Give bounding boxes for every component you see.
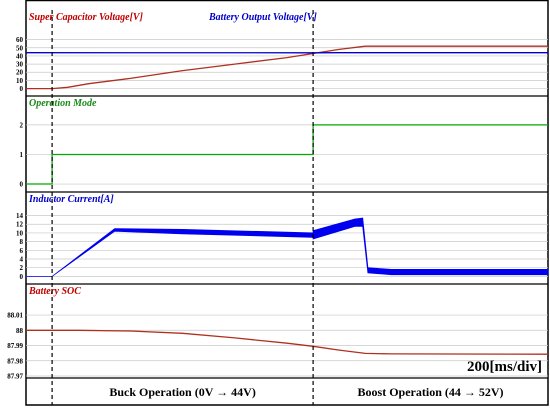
phase-label: Boost Operation (44 → 52V) <box>358 385 504 399</box>
panel-soc-title: Battery SOC <box>28 286 81 297</box>
panel-current-ytick-label: 2 <box>20 264 24 272</box>
panel-current-ytick-label: 14 <box>16 212 24 220</box>
panel-voltage-ytick-label: 0 <box>20 85 24 93</box>
chart-frame <box>25 0 549 406</box>
panel-voltage-title: Super Capacitor Voltage[V] <box>29 12 144 23</box>
series-battery-soc-line <box>26 329 549 355</box>
panel-current-ytick-label: 0 <box>20 273 24 281</box>
panel-voltage-ytick-label: 20 <box>16 69 24 77</box>
panel-current-ytick-label: 6 <box>20 247 24 255</box>
panel-mode-ytick-label: 0 <box>20 181 24 189</box>
panel-voltage-title: Battery Output Voltage[V] <box>208 12 317 23</box>
panel-mode-ytick-label: 1 <box>20 151 24 159</box>
series-operation-mode-line <box>26 124 548 185</box>
panel-current-ytick-label: 12 <box>16 221 24 229</box>
panel-soc-ytick-label: 87.98 <box>7 357 23 365</box>
time-scale-label: 200[ms/div] <box>467 359 542 375</box>
panel-voltage-ytick-label: 30 <box>16 61 24 69</box>
panel-current-title: Inductor Current[A] <box>28 194 114 205</box>
panel-soc-ytick-label: 87.97 <box>7 373 23 381</box>
series-super-capacitor-voltage-line <box>26 45 548 90</box>
series-inductor-current-band <box>26 217 549 277</box>
panel-mode-ytick-label: 2 <box>20 121 24 129</box>
panel-current-ytick-label: 4 <box>20 256 24 264</box>
phase-label: Buck Operation (0V → 44V) <box>109 385 255 399</box>
panel-soc-ytick-label: 88 <box>16 327 24 335</box>
panel-voltage-ytick-label: 50 <box>16 44 24 52</box>
panel-current-ytick-label: 10 <box>16 229 24 237</box>
panel-voltage-ytick-label: 40 <box>16 52 24 60</box>
panel-voltage-ytick-label: 60 <box>16 36 24 44</box>
panel-mode-title: Operation Mode <box>29 98 97 109</box>
panel-current-ytick-label: 8 <box>20 238 24 246</box>
panel-soc-ytick-label: 87.99 <box>7 342 23 350</box>
panel-voltage-ytick-label: 10 <box>16 77 24 85</box>
panel-soc-ytick-label: 88.01 <box>7 312 23 320</box>
